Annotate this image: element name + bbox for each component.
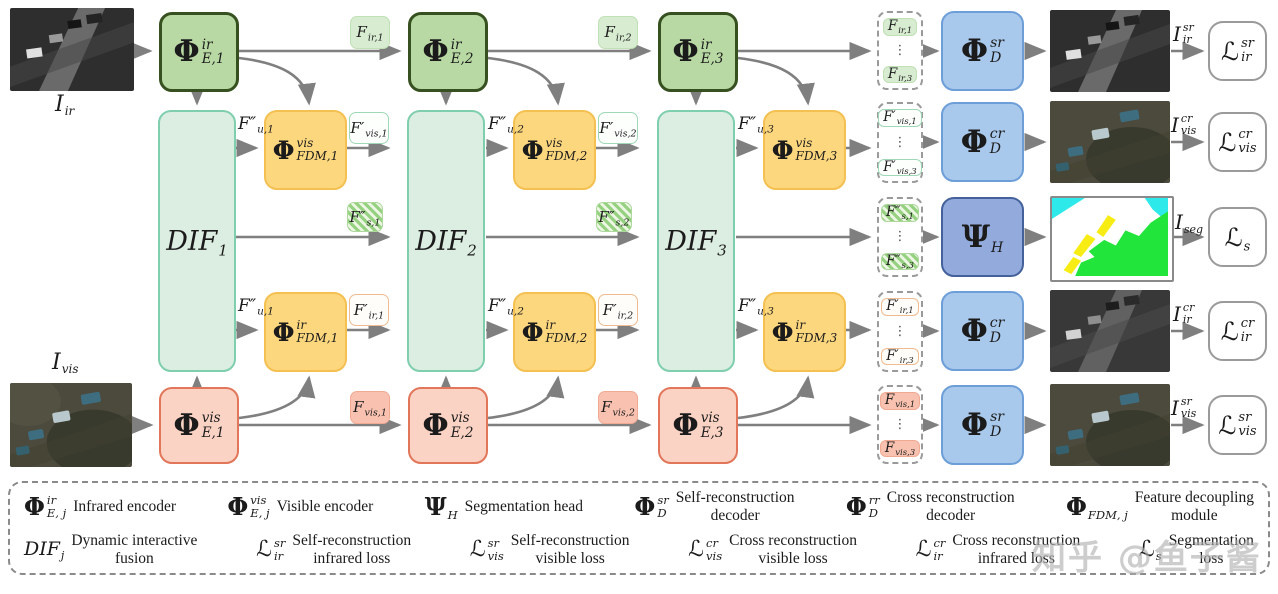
dif-1: DIF 1 [158,110,236,372]
decoupled-chip-vis-2: F′ vis,2 [598,112,638,144]
legend-feature-decoupling-module: Φ FDM, j Feature decoupling module [1066,489,1254,524]
u-feature-label-bottom-3: F″ u,3 [738,296,774,318]
feature-stack-ir-cr: F′ ir,1 ⋮ F′ ir,3 [877,291,923,372]
flow-arrows [130,41,1205,435]
u-feature-label-top-1: F″ u,1 [238,114,274,136]
decoupled-chip-ir-2: F′ ir,2 [598,294,638,326]
ir-cr-output-photo [1050,290,1170,372]
vis-cr-output-photo [1050,101,1170,183]
u-feature-label-top-2: F″ u,2 [488,114,524,136]
feature-stack-vis-cr: F′ vis,1 ⋮ F′ vis,3 [877,102,923,183]
dif-2: DIF 2 [407,110,485,372]
semantic-chip-1: F″ s,1 [347,202,383,232]
segmentation-map [1050,196,1174,282]
decoupled-chip-vis-1: F′ vis,1 [349,112,389,144]
semantic-chip-2: F″ s,2 [596,202,632,232]
vis-input-photo [10,383,132,467]
ir-input-photo [10,8,134,91]
decoupled-chip-ir-1: F′ ir,1 [349,294,389,326]
u-feature-label-top-3: F″ u,3 [738,114,774,136]
ir-sr-output-photo [1050,10,1170,92]
u-feature-label-bottom-1: F″ u,1 [238,296,274,318]
vis-sr-output-photo [1050,384,1170,466]
dif-3: DIF 3 [657,110,735,372]
feature-stack-semantic: F″ s,1 ⋮ F″ s,3 [877,197,923,277]
legend-dynamic-interactive-fusion: DIF j Dynamic interactive fusion [24,532,198,567]
u-feature-label-bottom-2: F″ u,2 [488,296,524,318]
